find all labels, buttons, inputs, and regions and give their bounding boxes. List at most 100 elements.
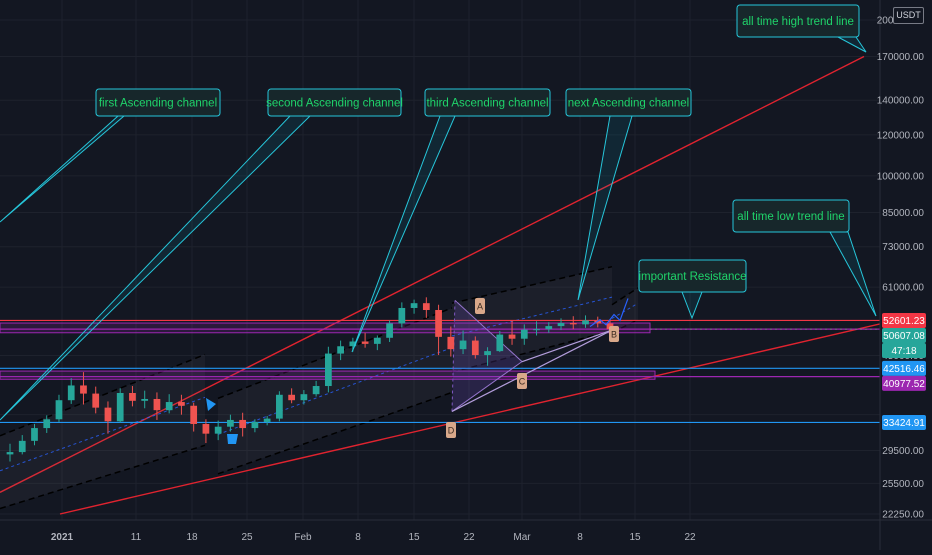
candle-body xyxy=(300,394,308,401)
candle xyxy=(422,297,430,318)
abcd-pattern-fill xyxy=(452,300,522,412)
candle-body xyxy=(361,341,369,344)
candle xyxy=(214,420,222,441)
candle-body xyxy=(190,405,198,424)
abcd-db-leg xyxy=(451,329,613,412)
pattern-point-d: D xyxy=(446,422,456,438)
pattern-point-c: C xyxy=(517,373,527,389)
x-tick-label: 15 xyxy=(408,532,420,543)
point-tag-box xyxy=(446,422,456,438)
time-axis: 2021 11 18 25 Feb 8 15 22 Mar 8 15 22 xyxy=(51,532,696,543)
currency-badge[interactable]: USDT xyxy=(893,7,924,24)
x-tick-label: 25 xyxy=(241,532,253,543)
blue-flag-marker xyxy=(206,398,216,411)
candle-body xyxy=(435,310,442,337)
pattern-point-a: A xyxy=(475,298,485,314)
candle-body xyxy=(227,419,234,427)
y-tick-label: 170000.00 xyxy=(877,52,925,63)
x-tick-label: 11 xyxy=(131,532,142,543)
price-tag: 42516.46 xyxy=(882,360,926,376)
callout-all-time-high-trend-line: all time high trend line xyxy=(736,4,867,53)
candle-body xyxy=(520,329,528,339)
candle-body xyxy=(153,398,161,411)
x-tick-label: 18 xyxy=(186,532,198,543)
candle xyxy=(508,320,516,345)
candle-body xyxy=(569,323,577,325)
candle-body xyxy=(80,385,87,394)
callout-text: second Ascending channel xyxy=(266,98,403,110)
point-tag-box xyxy=(475,298,485,314)
callout-next-ascending-channel: next Ascending channel xyxy=(565,88,692,301)
candle xyxy=(92,386,100,414)
candle-body xyxy=(202,423,210,434)
callout-box xyxy=(565,88,692,117)
y-tick-label: 61000.00 xyxy=(882,283,924,294)
candle xyxy=(141,390,149,409)
candle xyxy=(67,378,75,404)
candle xyxy=(6,443,14,462)
candle xyxy=(471,336,479,359)
candle-body xyxy=(594,320,602,324)
y-tick-label: 100000.00 xyxy=(877,171,925,182)
callout-box xyxy=(95,88,221,117)
channel-fill xyxy=(612,287,638,333)
price-tag-text: 40977.52 xyxy=(883,379,925,390)
point-tag-label: D xyxy=(448,426,455,436)
candle xyxy=(496,330,504,353)
callout-important-resistance: important Resistance xyxy=(638,259,747,320)
candle xyxy=(116,388,124,423)
candle-body xyxy=(141,398,149,401)
callout-box xyxy=(732,199,850,233)
candle-body xyxy=(263,418,271,422)
candle xyxy=(153,392,161,420)
candle xyxy=(545,322,553,333)
candle xyxy=(251,419,259,433)
candle xyxy=(288,388,295,404)
callout-box xyxy=(638,259,747,293)
price-tag: 33424.91 xyxy=(882,414,926,430)
channel-lower-line xyxy=(451,330,613,373)
candle-body xyxy=(471,340,479,356)
price-tag-box xyxy=(882,360,926,376)
candle-body xyxy=(422,303,430,311)
candle-body xyxy=(312,386,320,395)
callout-text: all time low trend line xyxy=(737,211,844,223)
x-tick-label: 15 xyxy=(629,532,641,543)
candle-body xyxy=(214,426,222,434)
price-tag-box xyxy=(882,414,926,430)
y-tick-label: 73000.00 xyxy=(882,242,924,253)
candle xyxy=(569,316,577,330)
callout-second-ascending-channel: second Ascending channel xyxy=(0,88,403,421)
channel-lower-line xyxy=(217,391,453,475)
channel-upper-line xyxy=(611,287,639,306)
candle xyxy=(18,435,26,455)
y-tick-label: 25500.00 xyxy=(882,479,924,490)
candle-body xyxy=(104,407,112,422)
projection-path xyxy=(589,298,629,328)
candle-body xyxy=(533,329,540,331)
all-time-low-trend-line xyxy=(59,323,880,515)
x-tick-label: 22 xyxy=(684,532,696,543)
candle-body xyxy=(459,340,467,350)
candle xyxy=(435,304,442,356)
candle xyxy=(337,340,344,361)
callout-text: all time high trend line xyxy=(742,16,854,28)
price-tag: 47:18 xyxy=(882,342,926,358)
point-tag-box xyxy=(517,373,527,389)
candle xyxy=(410,299,418,314)
candle-body xyxy=(31,428,38,441)
price-tag-box xyxy=(882,327,926,343)
candle xyxy=(582,315,589,328)
price-tag-text: 42516.46 xyxy=(883,364,925,375)
candle-body xyxy=(349,341,357,347)
price-tag-text: 52601.23 xyxy=(883,316,925,327)
plot-layer xyxy=(0,55,880,515)
candle xyxy=(227,414,234,432)
y-tick-label: 29500.00 xyxy=(882,446,924,457)
candle-body xyxy=(337,346,344,354)
candle-body xyxy=(129,393,136,401)
candle-body xyxy=(18,440,26,453)
candle-body xyxy=(67,385,75,401)
